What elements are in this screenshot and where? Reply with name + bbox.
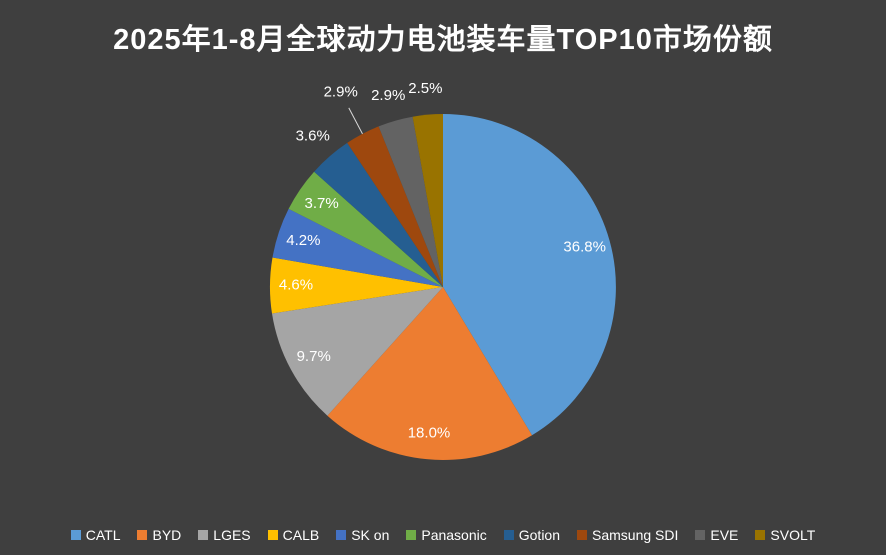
legend-swatch-panasonic [406, 530, 417, 540]
legend-item-calb: CALB [267, 527, 320, 543]
pie-slice-sk-on [272, 208, 443, 287]
legend-swatch-samsung-sdi [577, 530, 587, 540]
legend-item-byd: BYD [137, 527, 181, 543]
legend-item-gotion: Gotion [503, 527, 560, 543]
pie-slice-byd [327, 287, 532, 460]
legend-label-calb: CALB [282, 527, 320, 543]
slice-label-eve: 2.9% [371, 87, 405, 104]
slice-label-calb: 4.6% [279, 277, 313, 294]
pie-slice-gotion [314, 142, 443, 287]
slice-label-sk-on: 4.2% [286, 232, 320, 249]
legend-swatch-calb [267, 530, 278, 540]
legend-label-sk-on: SK on [351, 527, 390, 543]
chart-legend: CATL BYD LGES CALB SK on Panasonic Gotion Samsu… [0, 527, 886, 543]
pie-slice-eve [378, 116, 443, 287]
slice-label-catl: 36.8% [563, 239, 606, 256]
legend-item-sk-on: SK on [336, 527, 389, 543]
legend-label-catl: CATL [85, 527, 121, 543]
legend-item-catl: CATL [70, 527, 121, 543]
legend-swatch-sk-on [336, 530, 347, 540]
legend-label-byd: BYD [152, 527, 182, 543]
legend-item-samsung-sdi: Samsung SDI [577, 527, 678, 543]
legend-swatch-byd [137, 530, 148, 540]
pie-slice-lges [272, 287, 443, 416]
pie-slice-panasonic [288, 171, 443, 287]
slice-label-lges: 9.7% [297, 348, 331, 365]
pie-slice-calb [269, 257, 443, 314]
legend-label-samsung-sdi: Samsung SDI [592, 527, 679, 543]
pie-slice-svolt [412, 114, 443, 287]
legend-item-lges: LGES [198, 527, 251, 543]
slice-label-panasonic: 3.7% [304, 195, 338, 212]
legend-item-svolt: SVOLT [755, 527, 815, 543]
pie-slice-catl [443, 114, 616, 436]
legend-label-panasonic: Panasonic [421, 527, 487, 543]
legend-label-gotion: Gotion [518, 527, 560, 543]
slice-label-samsung-sdi: 2.9% [324, 83, 358, 100]
slice-label-gotion: 3.6% [296, 128, 330, 145]
slice-label-svolt: 2.5% [408, 80, 442, 97]
legend-item-panasonic: Panasonic [406, 527, 487, 543]
legend-label-eve: EVE [710, 527, 739, 543]
legend-swatch-lges [198, 530, 209, 540]
legend-label-svolt: SVOLT [770, 527, 816, 543]
pie-slice-samsung-sdi [347, 126, 443, 288]
legend-item-eve: EVE [695, 527, 738, 543]
legend-swatch-eve [695, 530, 706, 540]
chart-title: 2025年1-8月全球动力电池装车量TOP10市场份额 [113, 24, 773, 56]
slice-label-byd: 18.0% [408, 424, 451, 441]
legend-swatch-gotion [503, 530, 514, 540]
label-leader-line-samsung-sdi [348, 107, 363, 135]
legend-swatch-catl [70, 530, 81, 540]
legend-swatch-svolt [755, 530, 766, 540]
legend-label-lges: LGES [213, 527, 251, 543]
